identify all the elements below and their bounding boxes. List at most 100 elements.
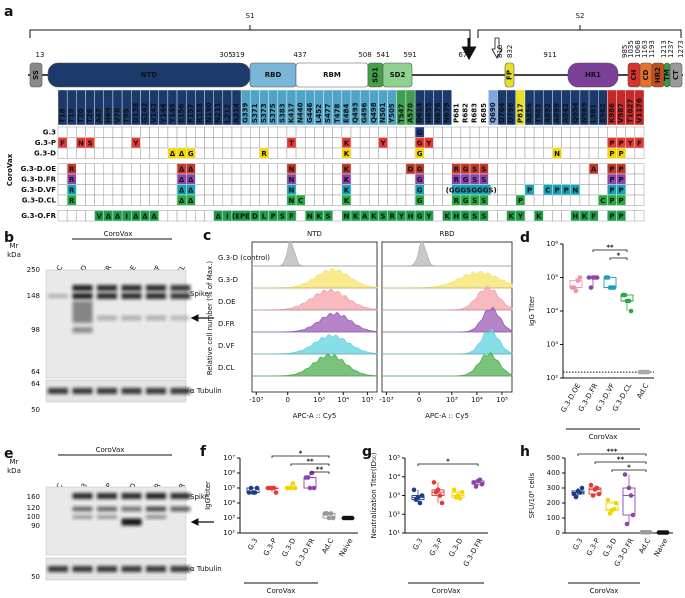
- mutation-text: P: [619, 186, 624, 194]
- histogram: [382, 270, 513, 289]
- data-point: [586, 275, 592, 280]
- mutation-cell: [616, 147, 626, 159]
- x-tick-label: G.3: [246, 537, 259, 551]
- mutation-text: P: [609, 139, 614, 147]
- data-point: [588, 482, 594, 488]
- row-label: G.3-D.VF: [21, 186, 56, 194]
- mutation-text: S: [280, 212, 285, 220]
- cell: [213, 137, 224, 149]
- x-tick-label: G.3-P: [585, 537, 601, 557]
- x-tick-label: 10⁴: [337, 396, 349, 404]
- cell: [167, 173, 178, 185]
- mutation-label: V70: [114, 108, 122, 123]
- mutation-cell: [323, 210, 333, 222]
- cell: [625, 184, 636, 196]
- data-point: [347, 515, 353, 521]
- cell: [131, 126, 141, 138]
- domain-label: HR1: [585, 71, 601, 79]
- cell: [515, 173, 526, 185]
- mutation-header: [634, 89, 645, 126]
- mutation-text: P: [619, 139, 624, 147]
- cell: [94, 137, 105, 149]
- mutation-cell: [149, 210, 159, 222]
- band-label: Spike: [190, 290, 209, 298]
- cell: [561, 210, 571, 222]
- band: [170, 285, 191, 291]
- cell: [304, 184, 315, 196]
- data-point: [607, 511, 613, 516]
- mutation-cell: [185, 147, 196, 159]
- cell: [204, 126, 214, 138]
- cell: [588, 126, 599, 138]
- mutation-cell: [414, 194, 425, 206]
- mutation-text: N: [572, 186, 578, 194]
- y-tick-label: 400: [547, 469, 560, 477]
- domain-label: SD2: [390, 71, 406, 79]
- cell: [579, 194, 590, 206]
- cell: [634, 210, 645, 222]
- mutation-label: A570: [407, 103, 415, 123]
- cell: [231, 163, 242, 175]
- cell: [121, 194, 132, 206]
- kda-marker: 98: [31, 326, 40, 334]
- cleavage-arrow: [491, 37, 503, 59]
- cell: [625, 210, 636, 222]
- histogram: [252, 312, 378, 333]
- mutation-label: E484: [342, 103, 350, 123]
- panel-letter: c: [203, 228, 211, 244]
- histogram: [382, 307, 513, 333]
- cell: [149, 194, 159, 206]
- row-label: G.3-O.FR: [21, 212, 56, 220]
- band: [97, 515, 117, 519]
- data-point: [573, 494, 579, 500]
- cell: [387, 194, 398, 206]
- mutation-cell: [478, 194, 489, 206]
- cell: [277, 184, 288, 196]
- band: [97, 566, 117, 572]
- cell: [387, 137, 398, 149]
- cell: [442, 194, 452, 206]
- cell: [94, 163, 105, 175]
- mutation-text: (GGGSGGGS): [446, 186, 497, 194]
- cell: [387, 163, 398, 175]
- cell: [506, 137, 517, 149]
- mutation-label: Q493: [352, 102, 360, 123]
- cell: [359, 126, 370, 138]
- cell: [195, 163, 205, 175]
- mutation-label: H655: [425, 102, 433, 123]
- x-tick-label: Ad.C: [320, 537, 335, 555]
- kda-marker: 250: [27, 266, 40, 274]
- data-point: [311, 485, 317, 491]
- mutation-text: S: [381, 212, 386, 220]
- cell: [204, 210, 214, 222]
- data-point: [479, 481, 485, 487]
- band: [146, 493, 166, 499]
- mutation-text: Y: [517, 212, 524, 220]
- cell: [250, 126, 260, 138]
- mutation-text: R: [69, 176, 75, 184]
- data-point: [330, 515, 336, 521]
- mutation-label: T547: [397, 103, 405, 123]
- mutation-text: G: [417, 197, 423, 205]
- mutation-text: Δ: [151, 212, 157, 220]
- band: [72, 515, 93, 519]
- cell: [341, 126, 352, 138]
- cell: [332, 163, 343, 175]
- cell: [204, 163, 214, 175]
- cell: [497, 184, 507, 196]
- cell: [140, 184, 150, 196]
- cell: [552, 126, 562, 138]
- data-point: [459, 489, 465, 495]
- data-point: [628, 493, 634, 498]
- mutation-text: I: [226, 212, 229, 220]
- data-point: [437, 493, 443, 498]
- mutation-label: S982: [599, 103, 607, 123]
- mutation-cell: [478, 210, 489, 222]
- mutation-cell: [515, 210, 526, 222]
- mutation-text: R: [69, 197, 75, 205]
- plot-frame: [381, 241, 513, 393]
- cell: [167, 210, 178, 222]
- cell: [433, 163, 443, 175]
- data-point: [431, 480, 437, 485]
